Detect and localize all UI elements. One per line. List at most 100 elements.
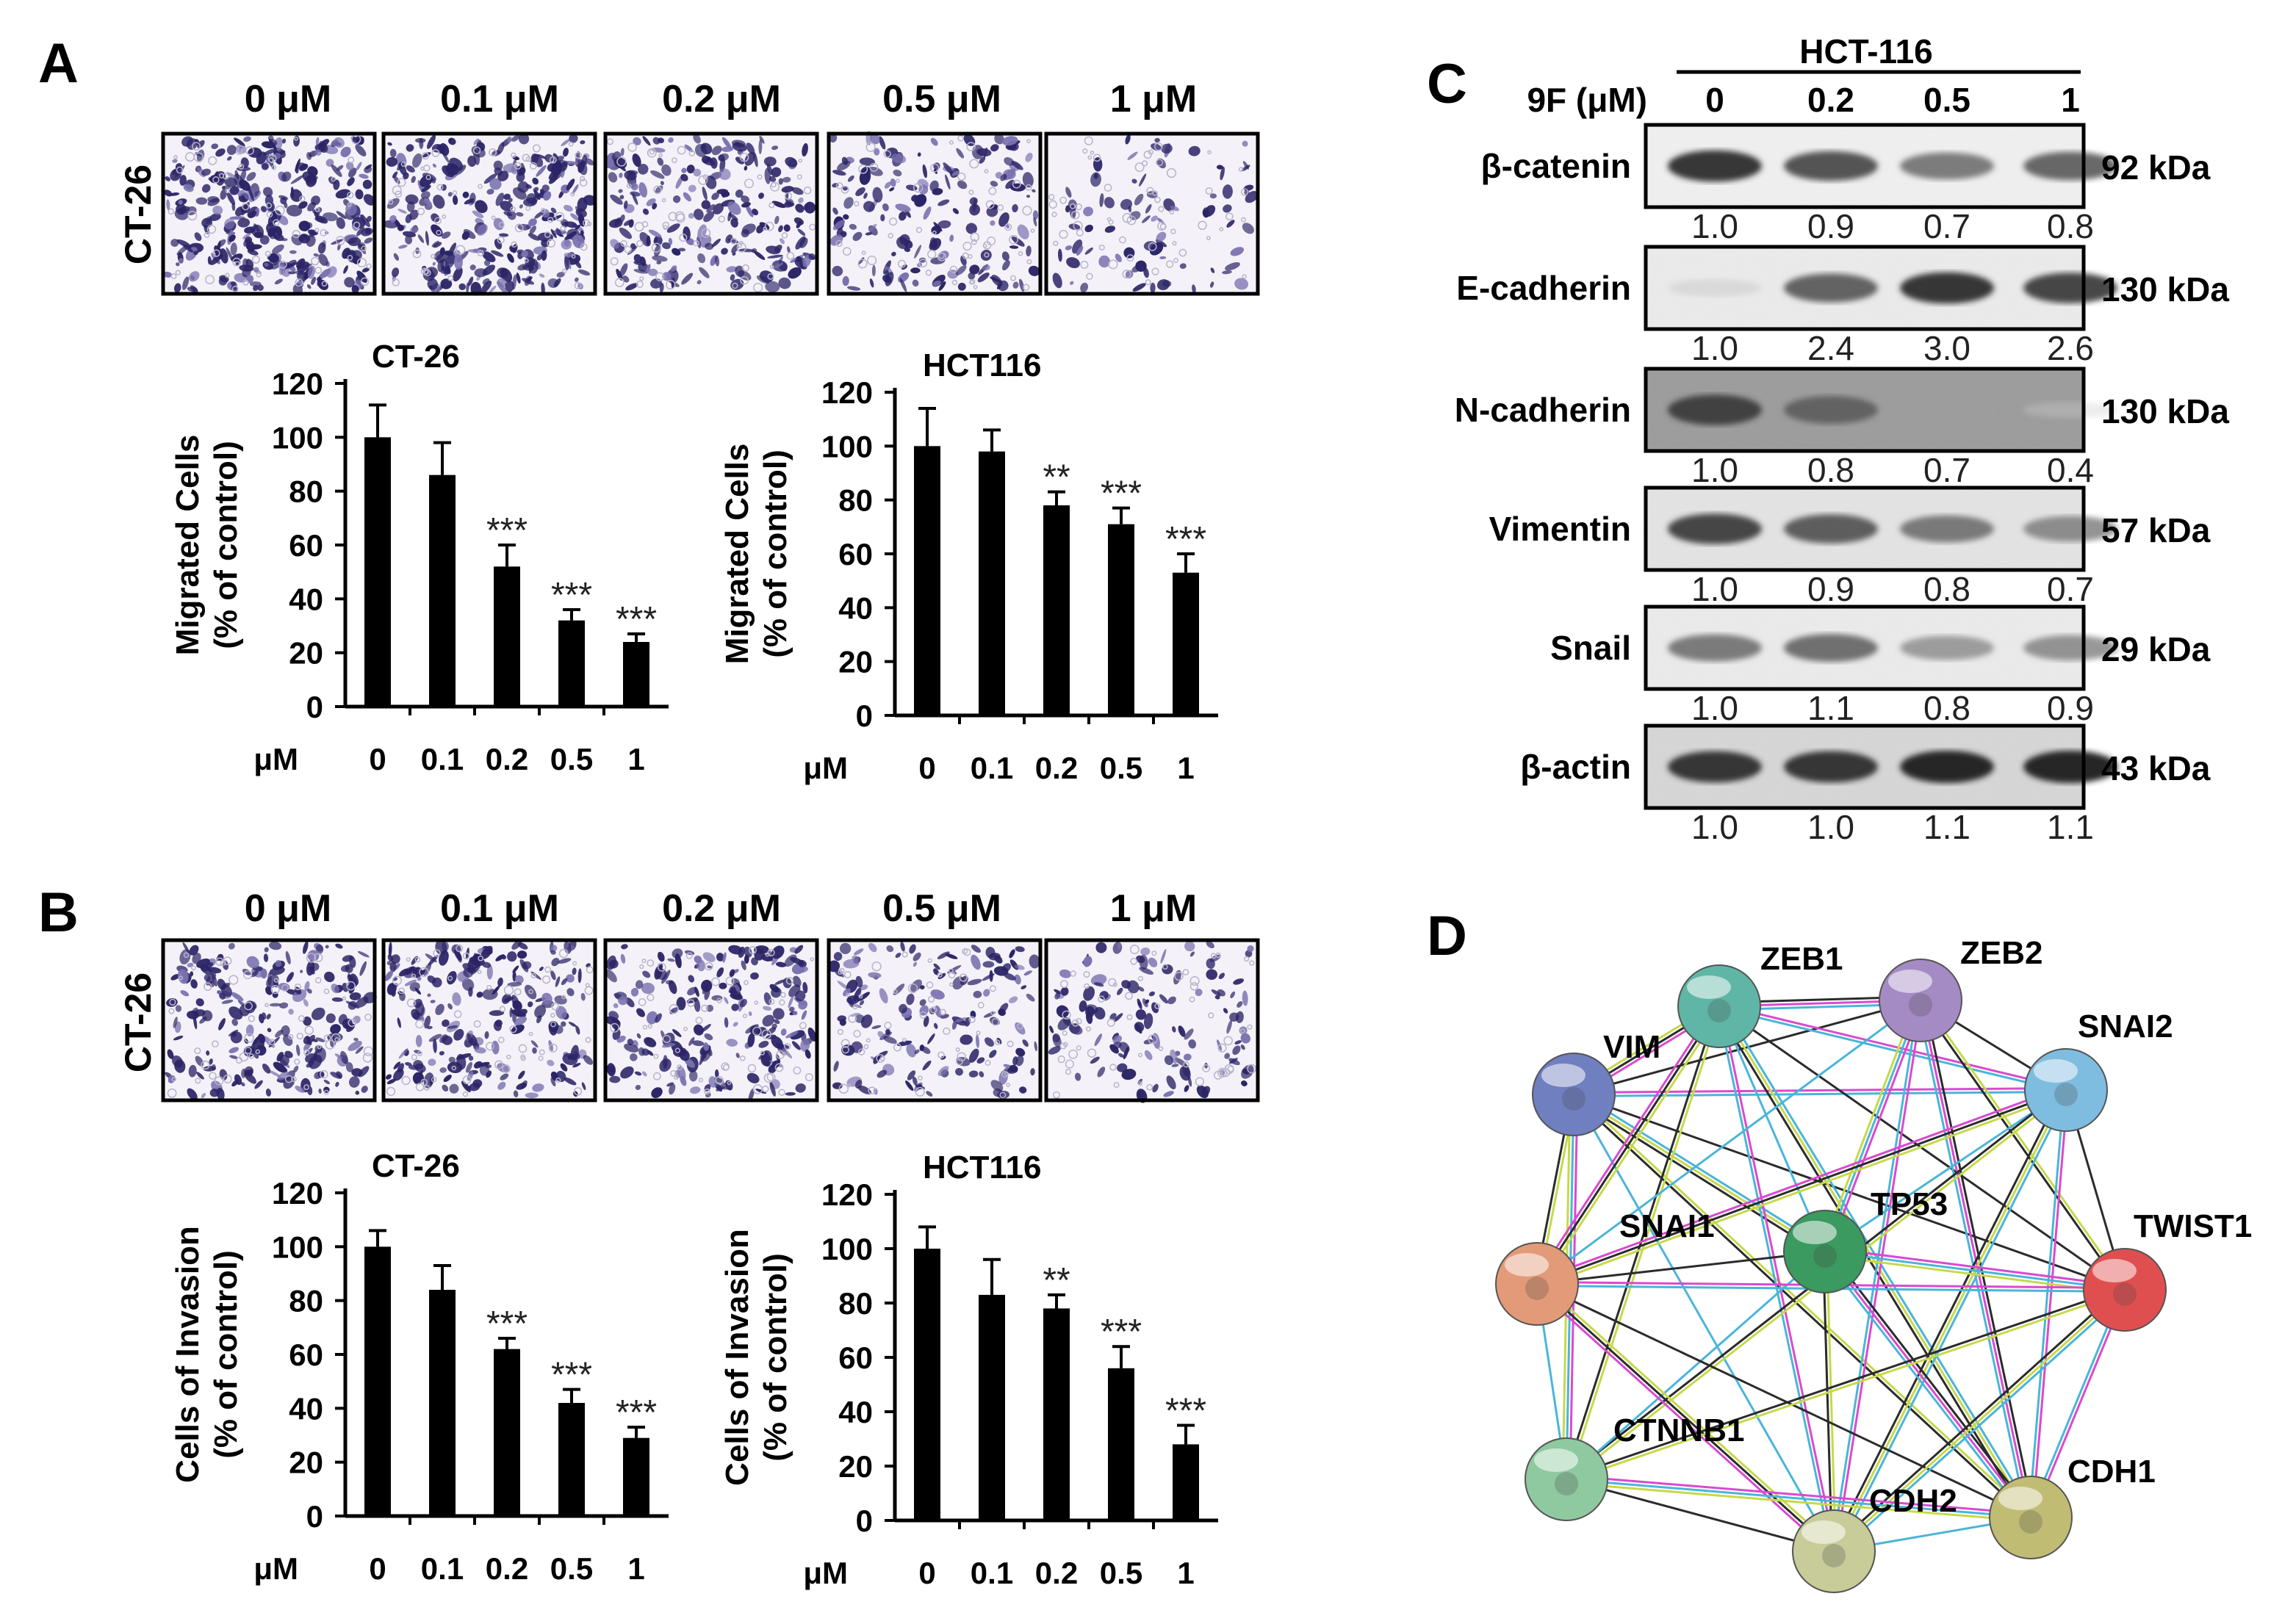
stained-cell bbox=[469, 264, 476, 271]
stained-cell bbox=[702, 983, 708, 995]
network-edge bbox=[1574, 1090, 1828, 1250]
network-edge bbox=[1536, 999, 1921, 1285]
membrane-pore bbox=[544, 231, 551, 238]
stained-cell bbox=[566, 178, 575, 191]
stained-cell bbox=[1114, 1013, 1123, 1022]
stained-cell bbox=[303, 1016, 312, 1026]
stained-cell bbox=[188, 1064, 197, 1078]
stained-cell bbox=[794, 945, 804, 954]
membrane-pore bbox=[647, 959, 655, 967]
membrane-pore bbox=[1113, 1082, 1120, 1089]
stained-cell bbox=[1241, 165, 1250, 172]
membrane-pore bbox=[195, 1078, 201, 1084]
membrane-pore bbox=[568, 141, 574, 147]
x-axis-unit: μM bbox=[803, 1556, 848, 1590]
membrane-pore bbox=[1051, 212, 1057, 217]
stained-cell bbox=[1204, 1062, 1208, 1069]
stained-cell bbox=[264, 947, 269, 953]
membrane-pore bbox=[1178, 248, 1187, 257]
stained-cell bbox=[500, 201, 514, 212]
y-axis-label-line: Migrated Cells bbox=[719, 444, 755, 665]
stained-cell bbox=[356, 270, 367, 284]
bar bbox=[1173, 1444, 1199, 1520]
stained-cell bbox=[1170, 206, 1179, 212]
band-quantification: 1.0 bbox=[1691, 689, 1738, 727]
stained-cell bbox=[447, 137, 456, 145]
protein-band bbox=[2023, 751, 2117, 783]
stained-cell bbox=[489, 286, 497, 292]
stained-cell bbox=[982, 961, 995, 968]
stained-cell bbox=[281, 171, 292, 182]
network-edge bbox=[1835, 1000, 1923, 1552]
stained-cell bbox=[882, 203, 889, 212]
membrane-pore bbox=[858, 994, 863, 999]
significance-mark: *** bbox=[1101, 474, 1142, 513]
stained-cell bbox=[680, 173, 688, 181]
micrograph-conc-labels: 0 μM 0.1 μM 0.2 μM 0.5 μM 1 μM bbox=[245, 887, 1198, 930]
network-node: CDH1 bbox=[1989, 1454, 2156, 1559]
membrane-pore bbox=[170, 273, 177, 280]
stained-cell bbox=[1076, 246, 1084, 256]
y-tick-label: 80 bbox=[838, 483, 873, 518]
stained-cell bbox=[976, 148, 992, 156]
stained-cell bbox=[314, 1047, 326, 1063]
stained-cell bbox=[566, 974, 575, 983]
membrane-pore bbox=[693, 239, 699, 247]
stained-cell bbox=[351, 285, 359, 294]
membrane-pore bbox=[406, 998, 416, 1008]
membrane-pore bbox=[725, 976, 735, 986]
membrane-pore bbox=[331, 176, 336, 182]
stained-cell bbox=[166, 199, 170, 211]
stained-cell bbox=[1183, 1053, 1192, 1061]
stained-cell bbox=[497, 281, 507, 294]
stained-cell bbox=[1195, 989, 1203, 997]
stained-cell bbox=[886, 945, 894, 953]
stained-cell bbox=[283, 1034, 293, 1046]
x-tick-label: 0.2 bbox=[486, 1551, 528, 1586]
stained-cell bbox=[745, 1024, 759, 1034]
stained-cell bbox=[1066, 257, 1080, 269]
stained-cell bbox=[829, 134, 838, 143]
membrane-pore bbox=[314, 228, 320, 233]
stained-cell bbox=[1015, 1055, 1024, 1067]
stained-cell bbox=[699, 267, 710, 278]
stained-cell bbox=[735, 984, 741, 992]
stained-cell bbox=[1242, 140, 1248, 147]
membrane-pore bbox=[192, 142, 201, 151]
stained-cell bbox=[362, 179, 372, 190]
membrane-pore bbox=[662, 1034, 672, 1044]
stained-cell bbox=[311, 195, 320, 206]
stained-cell bbox=[694, 998, 701, 1012]
membrane-pore bbox=[456, 245, 466, 255]
membrane-pore bbox=[520, 1055, 526, 1061]
stained-cell bbox=[711, 238, 721, 248]
stained-cell bbox=[1019, 1086, 1027, 1094]
stained-cell bbox=[1171, 1064, 1179, 1067]
y-tick-label: 20 bbox=[838, 645, 873, 679]
stained-cell bbox=[349, 1076, 360, 1088]
network-edge bbox=[1565, 1287, 2125, 1479]
membrane-pore bbox=[982, 241, 992, 250]
stained-cell bbox=[447, 1003, 453, 1010]
membrane-pore bbox=[688, 150, 696, 157]
micrograph-frame bbox=[1044, 131, 1260, 296]
stained-cell bbox=[1032, 210, 1039, 220]
stained-cell bbox=[688, 184, 697, 192]
membrane-pore bbox=[810, 957, 814, 961]
micrograph-frame bbox=[827, 938, 1043, 1102]
micrograph bbox=[827, 938, 1043, 1102]
stained-cell bbox=[226, 247, 234, 262]
stained-cell bbox=[422, 152, 431, 158]
stained-cell bbox=[807, 1027, 817, 1042]
stained-cell bbox=[802, 255, 811, 267]
membrane-pore bbox=[915, 1086, 925, 1097]
stained-cell bbox=[1084, 247, 1093, 255]
membrane-pore bbox=[1206, 236, 1211, 241]
membrane-pore bbox=[647, 1024, 652, 1029]
stained-cell bbox=[933, 968, 939, 975]
stained-cell bbox=[1134, 193, 1144, 206]
node-label: SNAI2 bbox=[2078, 1008, 2173, 1044]
stained-cell bbox=[646, 235, 651, 246]
stained-cell bbox=[270, 210, 281, 223]
stained-cell bbox=[633, 137, 641, 145]
